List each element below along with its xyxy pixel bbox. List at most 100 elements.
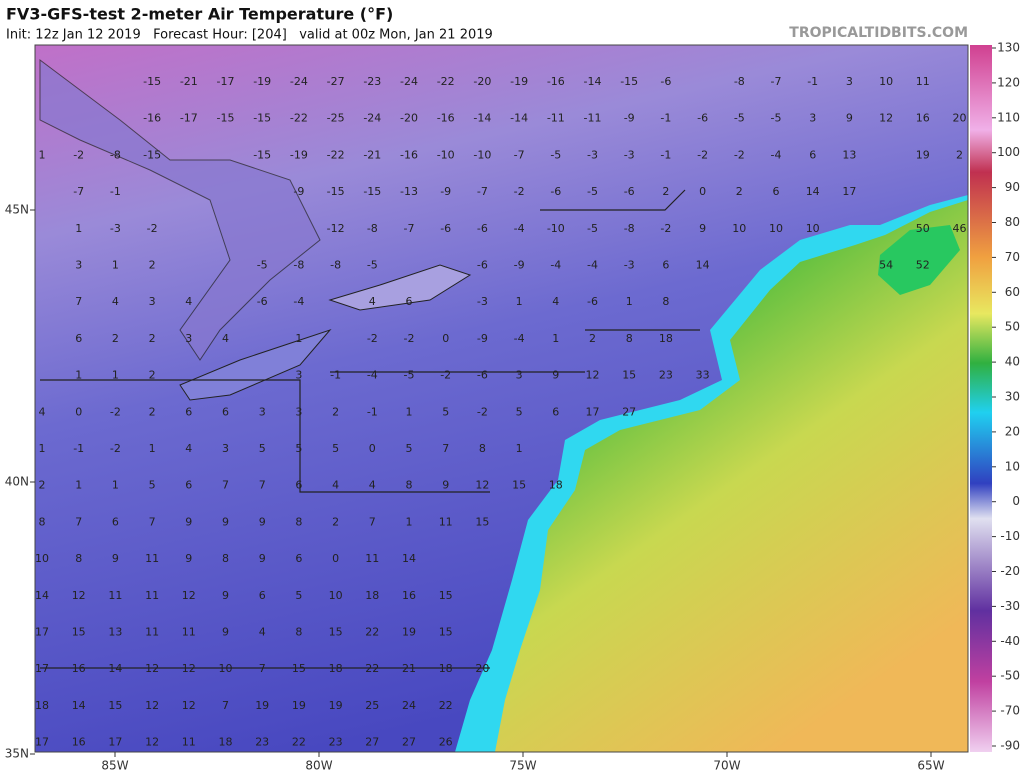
temperature-value: 7	[149, 515, 156, 528]
temperature-value: 17	[108, 736, 122, 749]
temperature-value: 10	[329, 589, 343, 602]
temperature-value: 20	[953, 112, 967, 125]
temperature-value: 11	[182, 736, 196, 749]
temperature-value: 10	[806, 222, 820, 235]
temperature-value: 4	[39, 405, 46, 418]
temperature-value: -3	[587, 148, 598, 161]
temperature-value: 8	[662, 295, 669, 308]
temperature-value: 19	[255, 699, 269, 712]
temperature-value: -2	[734, 148, 745, 161]
temperature-value: -8	[624, 222, 635, 235]
temperature-value: 7	[259, 662, 266, 675]
colorbar-label: -70	[1000, 704, 1020, 718]
temperature-value: 6	[185, 405, 192, 418]
temperature-value: 3	[259, 405, 266, 418]
temperature-value: 22	[365, 626, 379, 639]
temperature-value: 9	[112, 552, 119, 565]
temperature-value: -5	[257, 259, 268, 272]
temperature-value: 9	[846, 112, 853, 125]
temperature-value: 11	[182, 626, 196, 639]
temperature-value: 5	[295, 589, 302, 602]
temperature-value: 18	[329, 662, 343, 675]
temperature-value: 1	[149, 442, 156, 455]
temperature-value: 13	[108, 626, 122, 639]
temperature-value: 22	[292, 736, 306, 749]
temperature-value: 6	[112, 515, 119, 528]
temperature-value: -17	[180, 112, 198, 125]
temperature-value: 17	[35, 626, 49, 639]
temperature-value: -22	[290, 112, 308, 125]
lake-erie	[179, 328, 332, 401]
temperature-value: 2	[149, 369, 156, 382]
temperature-value: 14	[402, 552, 416, 565]
colorbar-label: 120	[997, 75, 1020, 89]
colorbar-label: 90	[1005, 180, 1020, 194]
temperature-value: 8	[295, 626, 302, 639]
temperature-value: 6	[809, 148, 816, 161]
temperature-value: 3	[846, 75, 853, 88]
temperature-value: 2	[662, 185, 669, 198]
temperature-value: 1	[552, 332, 559, 345]
colorbar-label: 100	[997, 145, 1020, 159]
colorbar-label: 10	[1005, 459, 1020, 473]
temperature-value: 14	[35, 589, 49, 602]
temperature-value: 27	[622, 405, 636, 418]
temperature-value: 9	[259, 515, 266, 528]
temperature-value: -7	[771, 75, 782, 88]
temperature-value: 6	[295, 479, 302, 492]
temperature-value: -16	[143, 112, 161, 125]
temperature-value: -16	[400, 148, 418, 161]
colorbar-label: 50	[1005, 320, 1020, 334]
temperature-value: 18	[35, 699, 49, 712]
temperature-value: 4	[332, 479, 339, 492]
nova-scotia	[878, 225, 960, 295]
temperature-value: 7	[75, 295, 82, 308]
temperature-value: 27	[365, 736, 379, 749]
temperature-value: 8	[626, 332, 633, 345]
temperature-value: -22	[437, 75, 455, 88]
temperature-value: -24	[363, 112, 381, 125]
temperature-value: 23	[255, 736, 269, 749]
temperature-value: 8	[406, 479, 413, 492]
temperature-value: 12	[72, 589, 86, 602]
colorbar-label: -20	[1000, 564, 1020, 578]
temperature-value: 17	[842, 185, 856, 198]
temperature-value: 6	[222, 405, 229, 418]
temperature-value: 1	[516, 442, 523, 455]
temperature-value: 16	[402, 589, 416, 602]
temperature-value: -6	[477, 369, 488, 382]
temperature-value: 3	[222, 442, 229, 455]
colorbar	[970, 45, 992, 752]
temperature-value: -9	[624, 112, 635, 125]
temperature-value: 14	[696, 259, 710, 272]
temperature-value: 18	[659, 332, 673, 345]
temperature-value: 5	[406, 442, 413, 455]
colorbar-label: 70	[1005, 250, 1020, 264]
lake-ontario	[328, 264, 472, 311]
temperature-value: 7	[369, 515, 376, 528]
temperature-value: 5	[516, 405, 523, 418]
temperature-value: -14	[473, 112, 491, 125]
temperature-value: -20	[400, 112, 418, 125]
temperature-value: 1	[626, 295, 633, 308]
colorbar-label: 60	[1005, 285, 1020, 299]
temperature-value: 18	[439, 662, 453, 675]
subtitle: Init: 12z Jan 12 2019 Forecast Hour: [20…	[6, 28, 493, 43]
temperature-value: 1	[112, 369, 119, 382]
temperature-value: 5	[442, 405, 449, 418]
temperature-value: 15	[439, 626, 453, 639]
lon-tick-label: 85W	[101, 759, 128, 772]
temperature-value: -8	[293, 259, 304, 272]
temperature-value: 5	[332, 442, 339, 455]
temperature-value: 17	[35, 736, 49, 749]
temperature-value: -6	[697, 112, 708, 125]
temperature-value: 4	[185, 442, 192, 455]
temperature-value: -15	[143, 75, 161, 88]
temperature-value: 12	[475, 479, 489, 492]
temperature-value: 18	[365, 589, 379, 602]
temperature-value: 0	[332, 552, 339, 565]
temperature-value: 1	[516, 295, 523, 308]
temperature-value: 0	[369, 442, 376, 455]
temperature-value: -11	[547, 112, 565, 125]
